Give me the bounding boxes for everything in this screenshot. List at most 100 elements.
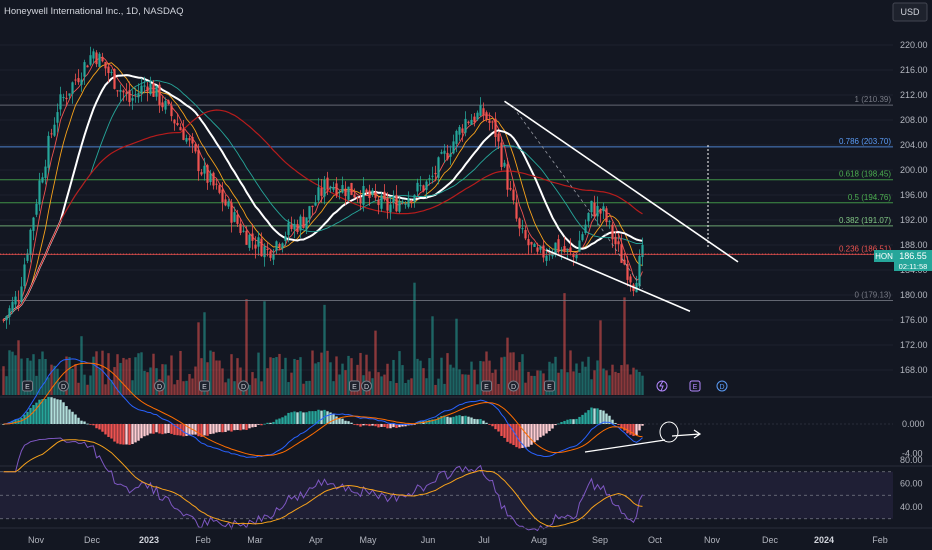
candle-body <box>527 239 530 246</box>
volume-bar <box>521 354 524 395</box>
volume-bar <box>308 380 311 395</box>
volume-bar <box>482 361 485 395</box>
time-axis-tick: Sep <box>592 535 608 545</box>
wedge-upper-trendline[interactable] <box>504 100 739 263</box>
macd-histogram-bar <box>284 415 287 424</box>
volume-bar <box>497 383 500 395</box>
macd-histogram-bar <box>128 424 131 445</box>
volume-bar <box>269 357 272 395</box>
candle-body <box>26 253 29 261</box>
macd-histogram-bar <box>119 424 122 445</box>
volume-bar <box>302 383 305 395</box>
candle-body <box>569 247 572 252</box>
earnings-icon[interactable] <box>481 380 492 392</box>
volume-bar <box>53 365 56 395</box>
candle-body <box>182 128 185 140</box>
volume-bar <box>38 359 41 395</box>
candle-body <box>149 83 152 95</box>
dividend-icon[interactable] <box>154 380 165 392</box>
candle-body <box>71 82 74 94</box>
volume-bar <box>284 357 287 395</box>
volume-bar <box>8 350 11 395</box>
candle-body <box>437 157 440 178</box>
candle-body <box>62 97 65 99</box>
fib-label: 0.786 (203.70) <box>839 137 891 146</box>
earnings-icon[interactable] <box>689 380 701 392</box>
macd-histogram-bar <box>140 424 143 439</box>
candle-body <box>512 189 515 201</box>
candle-body <box>53 124 56 136</box>
candle-body <box>212 172 215 186</box>
volume-bar <box>68 356 71 395</box>
volume-bar <box>14 355 17 395</box>
volume-bar <box>575 363 578 395</box>
macd-histogram-bar <box>134 424 137 443</box>
earnings-icon[interactable] <box>199 380 210 392</box>
rsi-axis-tick: 80.00 <box>900 455 923 465</box>
volume-bar <box>380 376 383 395</box>
dividend-icon[interactable] <box>238 380 249 392</box>
candle-body <box>125 92 128 94</box>
candle-body <box>353 194 356 198</box>
dividend-icon[interactable] <box>508 380 519 392</box>
fibonacci-levels: 1 (210.39) 0.786 (203.70) 0.618 (198.45) 0.… <box>0 95 893 301</box>
fib-label: 0.382 (191.07) <box>839 216 891 225</box>
time-axis[interactable]: Nov Dec 2023 Feb Mar Apr May Jun Jul Aug Sep Oct Nov… <box>0 527 932 545</box>
candle-body <box>401 201 404 203</box>
macd-histogram-bar <box>224 424 227 432</box>
macd-histogram-bar <box>182 424 185 437</box>
volume-bar <box>485 351 488 395</box>
earnings-icon[interactable] <box>349 380 360 392</box>
macd-pane: 0.000 -4.00 <box>0 358 932 459</box>
macd-histogram-bar <box>14 419 17 424</box>
volume-bar <box>398 351 401 395</box>
candle-body <box>410 200 413 202</box>
candle-body <box>359 197 362 204</box>
candle-body <box>398 200 401 212</box>
candle-body <box>455 130 458 144</box>
price-axis-tick: 196.00 <box>900 190 928 200</box>
candle-body <box>290 224 293 230</box>
macd-divergence-line[interactable] <box>584 439 666 453</box>
price-tag-symbol: HON <box>875 252 893 261</box>
candle-body <box>128 90 131 103</box>
volume-bar <box>431 316 434 395</box>
candle-body <box>245 230 248 245</box>
candle-body <box>311 205 314 208</box>
volume-bar <box>365 354 368 395</box>
macd-histogram-bar <box>437 417 440 424</box>
volume-bar <box>461 374 464 395</box>
macd-histogram-bar <box>170 424 173 434</box>
dividend-icon[interactable] <box>361 380 372 392</box>
price-axis-tick: 212.00 <box>900 90 928 100</box>
dividend-icon-letter: D <box>61 384 66 391</box>
candle-body <box>134 94 137 96</box>
dividend-icon[interactable] <box>716 380 728 392</box>
macd-histogram-bar <box>344 420 347 424</box>
price-axis-tick: 204.00 <box>900 140 928 150</box>
volume-bar <box>2 366 5 395</box>
trend-drawings[interactable] <box>0 100 893 312</box>
price-axis[interactable]: 220.00 216.00 212.00 208.00 204.00 200.00 196.… <box>893 25 932 395</box>
dividend-icon[interactable] <box>58 380 69 392</box>
currency-button[interactable]: USD <box>892 2 928 22</box>
price-axis-tick: 172.00 <box>900 340 928 350</box>
candle-body <box>8 308 11 317</box>
earnings-icon[interactable] <box>544 380 555 392</box>
volume-bar <box>74 364 77 395</box>
volume-bar <box>17 340 20 395</box>
candle-body <box>320 188 323 196</box>
candle-body <box>371 190 374 196</box>
time-axis-tick: Oct <box>648 535 663 545</box>
earnings-icon-letter: E <box>693 384 698 391</box>
macd-highlight-circle[interactable] <box>659 421 679 443</box>
macd-histogram-bar <box>392 424 395 428</box>
earnings-icon[interactable] <box>22 380 33 392</box>
volume-bar <box>341 363 344 395</box>
wedge-lower-trendline[interactable] <box>546 249 691 312</box>
volume-bar <box>293 358 296 395</box>
candle-body <box>587 212 590 222</box>
macd-histogram-bar <box>632 424 635 437</box>
